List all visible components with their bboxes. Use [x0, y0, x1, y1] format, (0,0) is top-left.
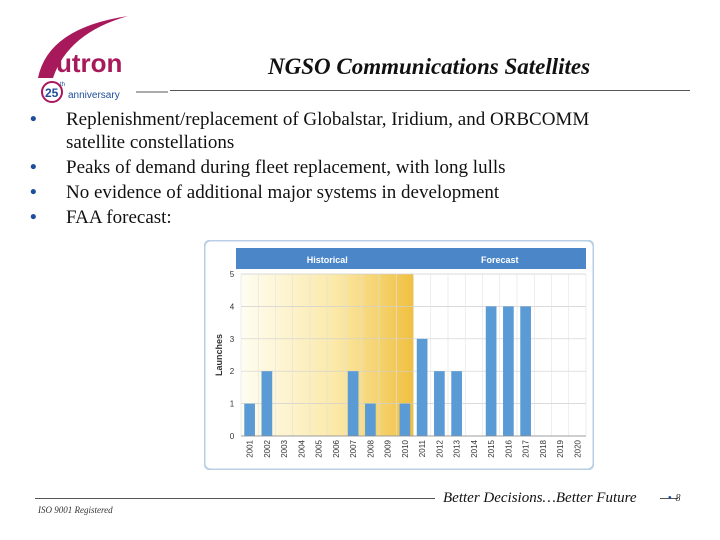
- bar: [520, 306, 531, 436]
- x-tick-label: 2008: [366, 439, 375, 457]
- header-label-historical: Historical: [307, 255, 348, 265]
- x-tick-label: 2012: [435, 439, 444, 457]
- y-tick-label: 2: [230, 367, 235, 376]
- x-tick-label: 2014: [470, 439, 479, 457]
- x-tick-label: 2019: [556, 439, 565, 457]
- bar: [244, 403, 255, 436]
- bar: [399, 403, 411, 436]
- bar: [416, 338, 428, 436]
- x-tick-label: 2003: [280, 439, 289, 457]
- x-tick-label: 2015: [487, 439, 496, 457]
- bar: [261, 371, 273, 436]
- bullet-item: • Peaks of demand during fleet replacemen…: [30, 156, 610, 179]
- x-tick-label: 2018: [539, 439, 548, 457]
- bar: [434, 371, 445, 436]
- y-tick-label: 1: [230, 400, 235, 409]
- bullet-icon: •: [30, 109, 37, 130]
- x-tick-label: 2001: [246, 439, 255, 457]
- x-tick-label: 2002: [263, 439, 272, 457]
- page-number: • 8: [668, 493, 681, 504]
- footer-rule: [35, 498, 435, 499]
- bullet-list: • Replenishment/replacement of Globalstar…: [30, 108, 610, 231]
- x-tick-label: 2004: [297, 439, 306, 457]
- x-tick-label: 2009: [384, 439, 393, 457]
- header-label-forecast: Forecast: [481, 255, 519, 265]
- slide-title: NGSO Communications Satellites: [268, 54, 591, 79]
- y-tick-label: 0: [230, 432, 235, 441]
- logo-badge-suffix: th: [60, 82, 65, 88]
- title-underline: [170, 90, 690, 91]
- futron-logo: utron 25 th anniversary: [38, 16, 168, 103]
- bar: [365, 403, 376, 436]
- y-tick-label: 3: [230, 335, 235, 344]
- bullet-item: • FAA forecast:: [30, 206, 610, 229]
- bullet-icon: •: [30, 182, 37, 203]
- footer-tagline: Better Decisions…Better Future: [443, 490, 637, 506]
- bar: [451, 371, 462, 436]
- bullet-text: Peaks of demand during fleet replacement…: [66, 157, 506, 178]
- bullet-text: Replenishment/replacement of Globalstar,…: [66, 109, 590, 153]
- bullet-item: • No evidence of additional major systems…: [30, 181, 610, 204]
- footer-rule-right: [660, 498, 678, 499]
- bullet-icon: •: [30, 207, 37, 228]
- x-tick-label: 2020: [573, 439, 582, 457]
- bar: [503, 306, 514, 436]
- bar: [485, 306, 497, 436]
- x-tick-label: 2010: [401, 439, 410, 457]
- x-tick-label: 2005: [315, 439, 324, 457]
- bullet-icon: •: [30, 157, 37, 178]
- x-tick-label: 2006: [332, 439, 341, 457]
- page-number-text: 8: [675, 493, 681, 504]
- y-tick-label: 5: [230, 270, 235, 279]
- chart-header-band: [236, 248, 586, 269]
- logo-badge: 25: [45, 86, 59, 100]
- launch-forecast-chart: 0 1 2 3 4 5 2001 2002 2003 2004 2005 2006 2007 2008 20…: [204, 240, 594, 470]
- x-tick-label: 2007: [349, 439, 358, 457]
- y-tick-label: 4: [230, 302, 235, 311]
- bar: [347, 371, 359, 436]
- bullet-item: • Replenishment/replacement of Globalstar…: [30, 108, 610, 154]
- x-tick-label: 2017: [522, 439, 531, 457]
- page-bullet-icon: •: [668, 493, 672, 504]
- logo-swoosh: [38, 16, 128, 78]
- x-tick-label: 2013: [453, 439, 462, 457]
- iso-note: ISO 9001 Registered: [38, 505, 113, 515]
- x-tick-label: 2011: [418, 439, 427, 457]
- y-axis-label: Launches: [214, 334, 224, 376]
- x-tick-label: 2016: [504, 439, 513, 457]
- logo-wordmark: utron: [56, 48, 122, 78]
- bullet-text: No evidence of additional major systems …: [66, 182, 500, 203]
- bullet-text: FAA forecast:: [66, 207, 172, 228]
- logo-tagline: anniversary: [68, 90, 120, 101]
